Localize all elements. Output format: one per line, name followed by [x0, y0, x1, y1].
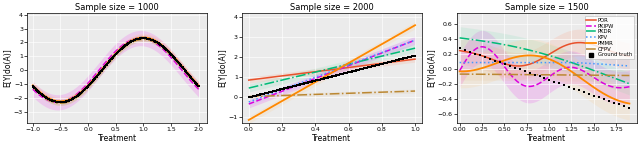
X-axis label: Treatment: Treatment [97, 134, 136, 142]
Legend: POR, PKIPW, PKDR, KPV, PMMR, OFPV, Ground truth: POR, PKIPW, PKDR, KPV, PMMR, OFPV, Groun… [584, 16, 634, 59]
X-axis label: Treatment: Treatment [527, 134, 566, 142]
X-axis label: Treatment: Treatment [312, 134, 351, 142]
Title: Sample size = 2000: Sample size = 2000 [290, 4, 374, 12]
Y-axis label: E[Y|do(A)]: E[Y|do(A)] [428, 49, 436, 87]
Title: Sample size = 1000: Sample size = 1000 [75, 4, 159, 12]
Title: Sample size = 1500: Sample size = 1500 [505, 4, 589, 12]
Y-axis label: E[Y|do(A)]: E[Y|do(A)] [3, 49, 12, 87]
Y-axis label: E[Y|do(A)]: E[Y|do(A)] [218, 49, 227, 87]
